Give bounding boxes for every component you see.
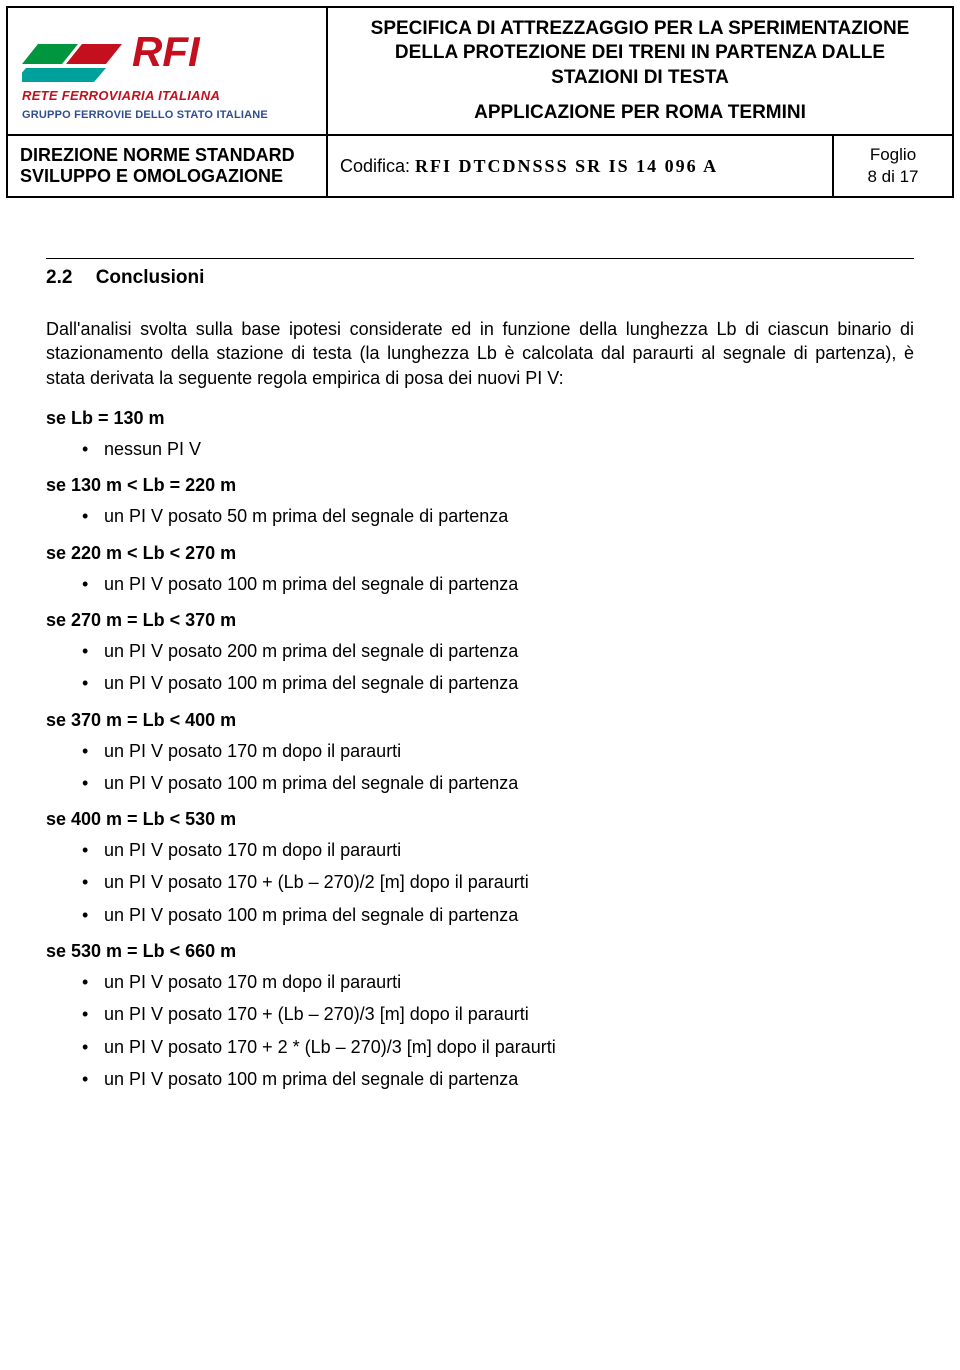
rule-item: un PI V posato 50 m prima del segnale di… — [82, 504, 914, 528]
rule-item: un PI V posato 100 m prima del segnale d… — [82, 671, 914, 695]
rule-heading: se 220 m < Lb < 270 m — [46, 543, 914, 564]
section-heading: 2.2 Conclusioni — [46, 258, 914, 289]
document-body: 2.2 Conclusioni Dall'analisi svolta sull… — [6, 198, 954, 1123]
rfi-logo: RFI RETE FERROVIARIA ITALIANA GRUPPO FER… — [22, 16, 312, 126]
codifica-code: RFI DTCDNSSS SR IS 14 096 A — [415, 156, 718, 176]
document-header: RFI RETE FERROVIARIA ITALIANA GRUPPO FER… — [6, 6, 954, 198]
rule-list: un PI V posato 100 m prima del segnale d… — [46, 572, 914, 596]
svg-text:RFI: RFI — [132, 28, 201, 75]
rule-item: un PI V posato 170 + 2 * (Lb – 270)/3 [m… — [82, 1035, 914, 1059]
rule-item: un PI V posato 100 m prima del segnale d… — [82, 1067, 914, 1091]
foglio-cell: Foglio 8 di 17 — [833, 135, 953, 197]
rule-heading: se 370 m = Lb < 400 m — [46, 710, 914, 731]
title-line: APPLICAZIONE PER ROMA TERMINI — [340, 101, 940, 126]
section-title: Conclusioni — [96, 267, 205, 288]
foglio-value: 8 di 17 — [846, 166, 940, 188]
svg-text:GRUPPO FERROVIE DELLO STATO IT: GRUPPO FERROVIE DELLO STATO ITALIANE — [22, 109, 268, 121]
rule-item: un PI V posato 170 m dopo il paraurti — [82, 838, 914, 862]
section-number: 2.2 — [46, 267, 72, 289]
rule-item: un PI V posato 170 + (Lb – 270)/3 [m] do… — [82, 1002, 914, 1026]
rule-heading: se 400 m = Lb < 530 m — [46, 809, 914, 830]
rule-heading: se 130 m < Lb = 220 m — [46, 475, 914, 496]
rule-item: un PI V posato 100 m prima del segnale d… — [82, 771, 914, 795]
rule-list: un PI V posato 170 m dopo il paraurti un … — [46, 739, 914, 796]
rule-list: nessun PI V — [46, 437, 914, 461]
direzione-line: DIREZIONE NORME STANDARD — [20, 145, 314, 166]
title-line: DELLA PROTEZIONE DEI TRENI IN PARTENZA D… — [340, 41, 940, 66]
rule-item: nessun PI V — [82, 437, 914, 461]
rule-heading: se 530 m = Lb < 660 m — [46, 941, 914, 962]
rule-item: un PI V posato 170 m dopo il paraurti — [82, 739, 914, 763]
rule-item: un PI V posato 200 m prima del segnale d… — [82, 639, 914, 663]
rule-list: un PI V posato 170 m dopo il paraurti un … — [46, 970, 914, 1091]
rules-container: se Lb = 130 m nessun PI V se 130 m < Lb = … — [46, 408, 914, 1091]
title-line: SPECIFICA DI ATTREZZAGGIO PER LA SPERIME… — [340, 17, 940, 42]
logo-cell: RFI RETE FERROVIARIA ITALIANA GRUPPO FER… — [7, 7, 327, 135]
rule-heading: se Lb = 130 m — [46, 408, 914, 429]
foglio-label: Foglio — [846, 144, 940, 166]
direzione-cell: DIREZIONE NORME STANDARD SVILUPPO E OMOL… — [7, 135, 327, 197]
title-line: STAZIONI DI TESTA — [340, 66, 940, 91]
rule-item: un PI V posato 170 + (Lb – 270)/2 [m] do… — [82, 870, 914, 894]
rule-item: un PI V posato 100 m prima del segnale d… — [82, 903, 914, 927]
svg-text:RETE FERROVIARIA ITALIANA: RETE FERROVIARIA ITALIANA — [22, 88, 220, 103]
document-title: SPECIFICA DI ATTREZZAGGIO PER LA SPERIME… — [327, 7, 953, 135]
codifica-label: Codifica: — [340, 156, 415, 176]
rule-heading: se 270 m = Lb < 370 m — [46, 610, 914, 631]
rule-list: un PI V posato 200 m prima del segnale d… — [46, 639, 914, 696]
rule-item: un PI V posato 170 m dopo il paraurti — [82, 970, 914, 994]
intro-paragraph: Dall'analisi svolta sulla base ipotesi c… — [46, 317, 914, 390]
codifica-cell: Codifica: RFI DTCDNSSS SR IS 14 096 A — [327, 135, 833, 197]
rule-list: un PI V posato 170 m dopo il paraurti un … — [46, 838, 914, 927]
rule-list: un PI V posato 50 m prima del segnale di… — [46, 504, 914, 528]
direzione-line: SVILUPPO E OMOLOGAZIONE — [20, 166, 314, 187]
rule-item: un PI V posato 100 m prima del segnale d… — [82, 572, 914, 596]
